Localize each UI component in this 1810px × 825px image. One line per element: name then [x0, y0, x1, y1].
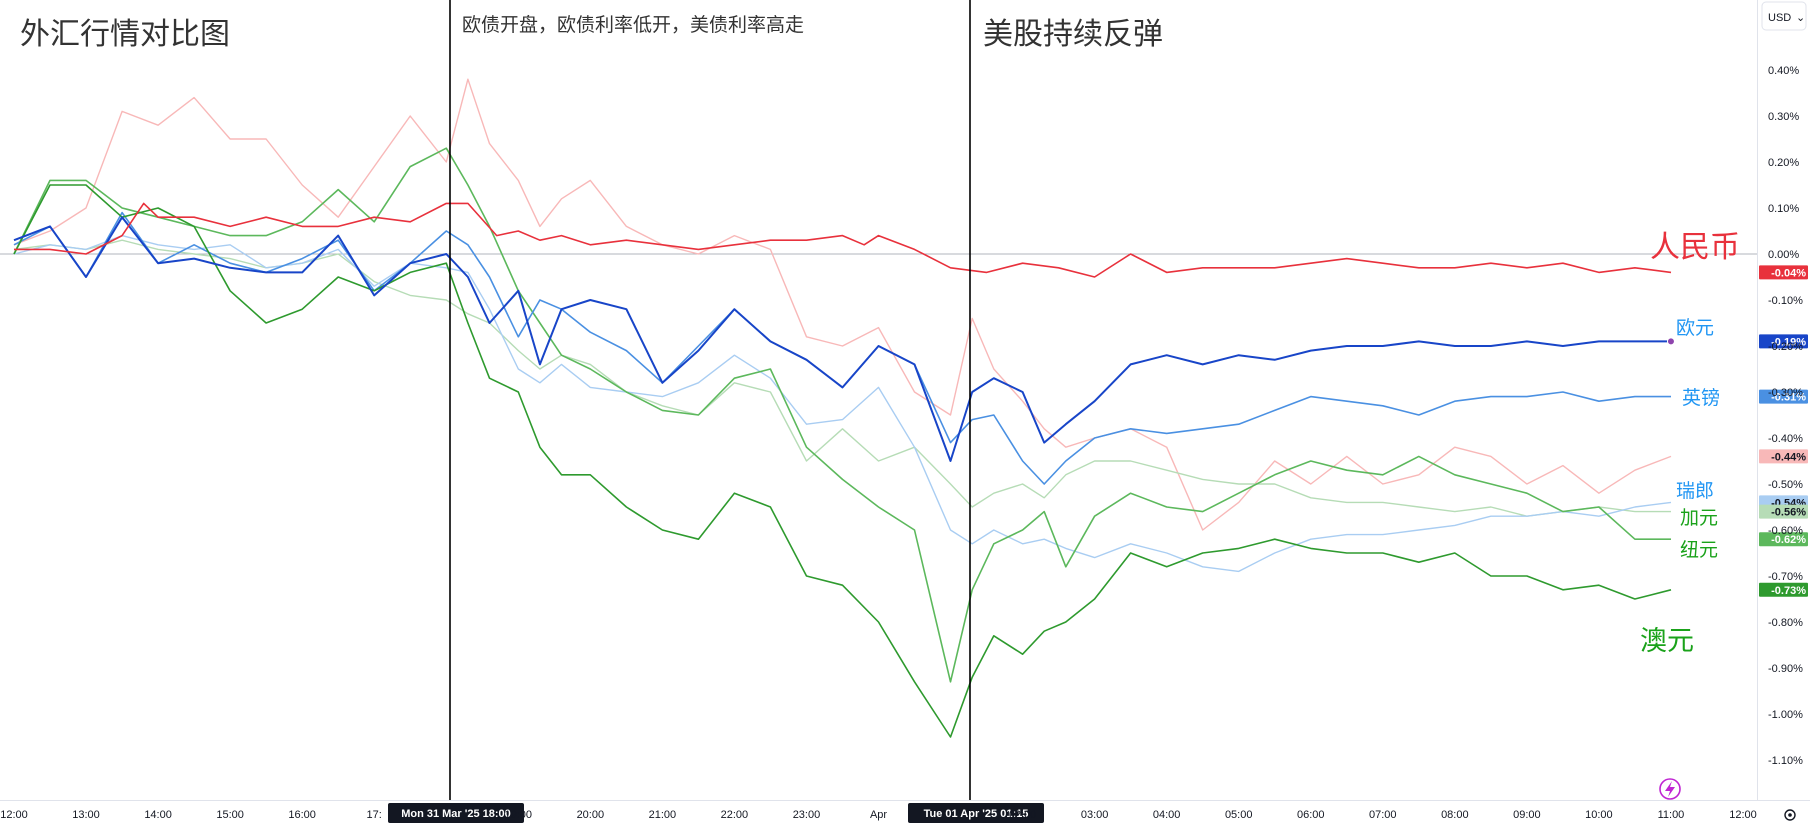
- y-tick-label: 0.30%: [1768, 111, 1799, 123]
- series-line-纽元: [13, 147, 1671, 683]
- x-tick-label: 14:00: [144, 809, 172, 821]
- series-layer: [13, 78, 1675, 738]
- y-tick-label: -0.90%: [1768, 663, 1803, 675]
- last-value-pill: [1759, 334, 1808, 349]
- x-tick-label: 08:00: [1441, 809, 1469, 821]
- event-marker-box: [388, 803, 524, 823]
- series-name-label: 瑞郎: [1676, 480, 1714, 502]
- last-value-pill: [1759, 389, 1808, 404]
- y-tick-label: 0.20%: [1768, 157, 1799, 169]
- x-tick-label: 15:00: [216, 809, 244, 821]
- annotation-eu-bonds: 欧债开盘，欧债利率低开，美债利率高走: [462, 14, 804, 36]
- x-tick-label: 04:00: [1153, 809, 1181, 821]
- x-tick-label: 23:00: [793, 809, 821, 821]
- y-tick-label: -0.30%: [1768, 387, 1803, 399]
- y-tick-label: -0.50%: [1768, 479, 1803, 491]
- last-value-label: -0.62%: [1771, 534, 1806, 546]
- y-tick-label: -0.70%: [1768, 571, 1803, 583]
- last-value-label: -0.56%: [1771, 507, 1806, 519]
- y-tick-label: -1.10%: [1768, 755, 1803, 767]
- x-tick-label: 06:00: [1297, 809, 1325, 821]
- series-end-dot: [1666, 337, 1675, 346]
- y-tick-label: 0.40%: [1768, 65, 1799, 77]
- x-tick-label: 22:00: [721, 809, 749, 821]
- series-name-label: 欧元: [1676, 317, 1714, 339]
- y-tick-label: -0.60%: [1768, 525, 1803, 537]
- y-tick-label: -0.40%: [1768, 433, 1803, 445]
- annotation-us-stocks: 美股持续反弹: [983, 17, 1163, 52]
- event-layer: Mon 31 Mar '25 18:00 Tue 01 Apr '25 01:15: [388, 0, 1044, 823]
- last-value-label: -0.73%: [1771, 585, 1806, 597]
- y-tick-label: -0.10%: [1768, 295, 1803, 307]
- label-layer: -0.04%-0.19%-0.31%-0.44%-0.54%-0.56%-0.6…: [1640, 230, 1808, 657]
- x-tick-label: 12:00: [1729, 809, 1757, 821]
- x-tick-label: 13:00: [72, 809, 100, 821]
- event-marker-label: Mon 31 Mar '25 18:00: [401, 808, 511, 820]
- x-tick-label: Apr: [870, 809, 887, 821]
- series-line-英镑: [13, 211, 1671, 485]
- x-tick-label: 21:00: [649, 809, 677, 821]
- last-value-pill: [1759, 532, 1808, 547]
- series-name-label: 加元: [1680, 507, 1718, 529]
- event-marker-label: Tue 01 Apr '25 01:15: [924, 808, 1029, 820]
- x-tick-label: 07:00: [1369, 809, 1397, 821]
- series-line-瑞郎: [13, 234, 1672, 573]
- y-tick-label: -0.20%: [1768, 341, 1803, 353]
- last-value-label: -0.19%: [1771, 336, 1806, 348]
- last-value-pill: [1759, 582, 1808, 597]
- x-tick-label: 12:00: [0, 809, 28, 821]
- series-name-label: 英镑: [1682, 387, 1720, 409]
- x-tick-label: 20:00: [577, 809, 605, 821]
- event-marker-box: [908, 803, 1044, 823]
- y-tick-label: -0.80%: [1768, 617, 1803, 629]
- series-line-澳元: [13, 184, 1672, 738]
- last-value-label: -0.04%: [1771, 267, 1806, 279]
- x-tick-label: 11:00: [1658, 809, 1685, 821]
- last-value-pill: [1759, 265, 1808, 280]
- series-line-加元: [13, 239, 1671, 517]
- series-line-欧元: [13, 216, 1671, 462]
- series-name-label: 人民币: [1650, 230, 1740, 265]
- x-tick-label: 10:00: [1585, 809, 1613, 821]
- x-tick-label: 02:00: [1009, 809, 1037, 821]
- settings-icon[interactable]: [1784, 809, 1796, 821]
- x-tick-label: 05:00: [1225, 809, 1253, 821]
- series-name-label: 纽元: [1680, 539, 1718, 561]
- x-tick-label: 09:00: [1513, 809, 1541, 821]
- chevron-down-icon: ⌄: [1796, 12, 1805, 24]
- x-tick-label: 19:00: [505, 809, 533, 821]
- series-name-label: 澳元: [1640, 626, 1694, 657]
- lightning-icon[interactable]: [1659, 778, 1681, 800]
- x-tick-label: 03:00: [1081, 809, 1109, 821]
- last-value-label: -0.44%: [1771, 451, 1806, 463]
- y-tick-label: 0.10%: [1768, 203, 1799, 215]
- y-tick-label: -1.00%: [1768, 709, 1803, 721]
- x-tick-label: 16:00: [288, 809, 316, 821]
- x-tick-label: 17:: [367, 809, 382, 821]
- last-value-pill: [1759, 449, 1808, 464]
- currency-label: USD: [1768, 12, 1791, 24]
- y-tick-label: 0.00%: [1768, 249, 1799, 261]
- last-value-label: -0.31%: [1771, 392, 1806, 404]
- last-value-pill: [1759, 504, 1808, 519]
- currency-button[interactable]: USD ⌄: [1761, 1, 1807, 31]
- series-line-人民币: [14, 202, 1672, 278]
- series-line-pale-red: [13, 78, 1672, 531]
- chart-title: 外汇行情对比图: [20, 17, 230, 52]
